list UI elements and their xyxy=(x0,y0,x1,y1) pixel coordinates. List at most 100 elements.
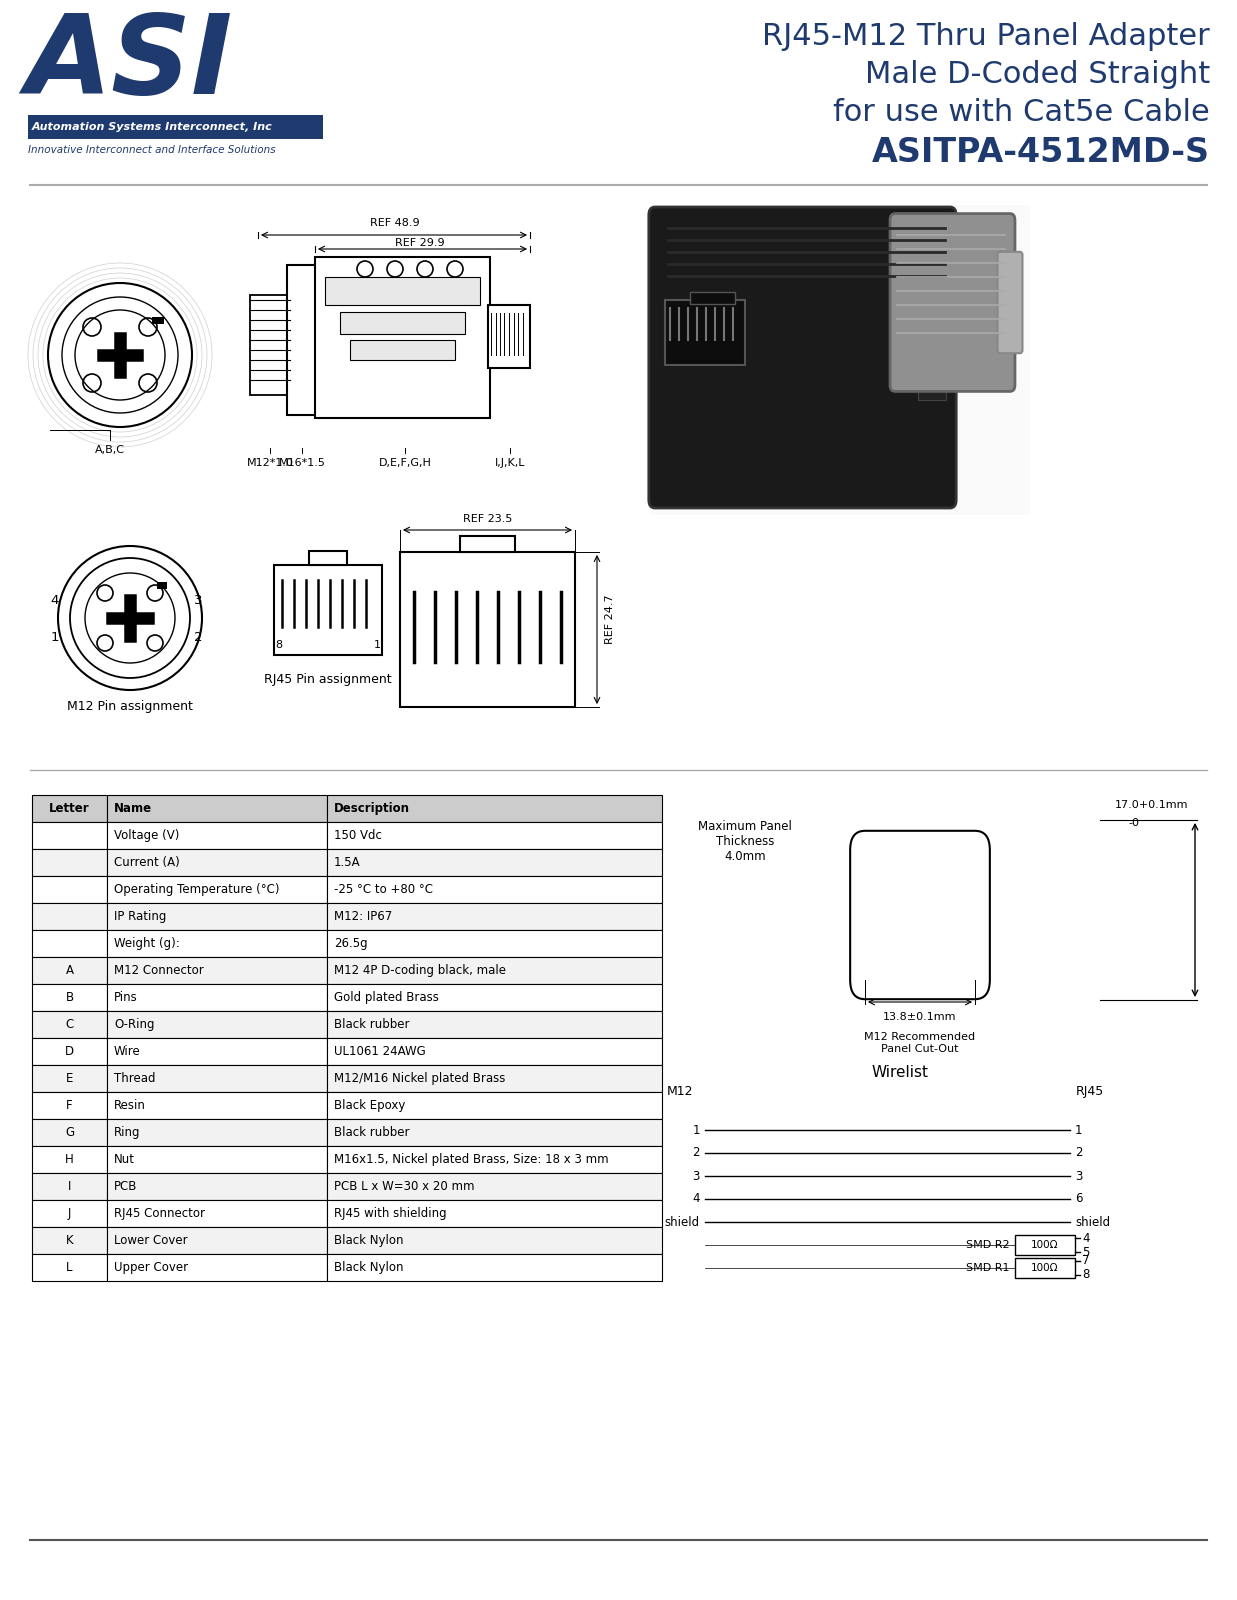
Bar xyxy=(250,294,289,395)
Bar xyxy=(327,1173,662,1200)
Text: Innovative Interconnect and Interface Solutions: Innovative Interconnect and Interface So… xyxy=(28,146,276,155)
Bar xyxy=(32,1146,106,1173)
Bar xyxy=(106,1200,327,1227)
Text: M12: M12 xyxy=(667,1085,693,1098)
Bar xyxy=(918,374,946,400)
Bar xyxy=(32,1066,106,1091)
Bar xyxy=(106,875,327,902)
Text: Black rubber: Black rubber xyxy=(334,1126,409,1139)
Text: REF 23.5: REF 23.5 xyxy=(463,514,512,525)
Text: I: I xyxy=(68,1181,72,1194)
Text: Letter: Letter xyxy=(49,802,90,814)
Text: IP Rating: IP Rating xyxy=(114,910,166,923)
Bar xyxy=(32,957,106,984)
Text: Ring: Ring xyxy=(114,1126,141,1139)
Bar xyxy=(106,1254,327,1282)
Text: 4: 4 xyxy=(51,594,59,606)
Text: Current (A): Current (A) xyxy=(114,856,179,869)
Text: PCB: PCB xyxy=(114,1181,137,1194)
Text: A: A xyxy=(66,963,73,978)
Text: M12 Recommended
Panel Cut-Out: M12 Recommended Panel Cut-Out xyxy=(865,1032,976,1054)
Text: 26.5g: 26.5g xyxy=(334,938,367,950)
Text: L: L xyxy=(67,1261,73,1274)
Text: 5: 5 xyxy=(1082,1245,1090,1259)
Text: RJ45-M12 Thru Panel Adapter: RJ45-M12 Thru Panel Adapter xyxy=(762,22,1210,51)
Text: M12 4P D-coding black, male: M12 4P D-coding black, male xyxy=(334,963,506,978)
Text: for use with Cat5e Cable: for use with Cat5e Cable xyxy=(834,98,1210,126)
Bar xyxy=(275,565,382,654)
Text: Name: Name xyxy=(114,802,152,814)
Bar xyxy=(315,258,490,418)
Bar xyxy=(32,1091,106,1118)
Text: F: F xyxy=(67,1099,73,1112)
Bar xyxy=(32,1173,106,1200)
Bar xyxy=(106,1066,327,1091)
Bar xyxy=(340,312,465,334)
Text: A,B,C: A,B,C xyxy=(95,445,125,454)
Bar xyxy=(32,1038,106,1066)
Bar xyxy=(327,822,662,850)
Text: shield: shield xyxy=(664,1216,700,1229)
Text: UL1061 24AWG: UL1061 24AWG xyxy=(334,1045,426,1058)
Bar xyxy=(400,552,575,707)
Bar xyxy=(489,306,529,368)
Text: Maximum Panel
Thickness
4.0mm: Maximum Panel Thickness 4.0mm xyxy=(698,819,792,862)
Text: B: B xyxy=(66,990,73,1005)
Text: O-Ring: O-Ring xyxy=(114,1018,155,1030)
Bar xyxy=(287,266,318,414)
Text: Black rubber: Black rubber xyxy=(334,1018,409,1030)
Bar xyxy=(327,1146,662,1173)
Bar xyxy=(327,984,662,1011)
Bar xyxy=(32,984,106,1011)
Bar xyxy=(32,795,106,822)
Bar xyxy=(327,1254,662,1282)
Text: 100Ω: 100Ω xyxy=(1032,1240,1059,1250)
Bar xyxy=(32,902,106,930)
Text: M12 Connector: M12 Connector xyxy=(114,963,204,978)
Bar xyxy=(918,334,946,365)
Text: -0: -0 xyxy=(1128,818,1139,829)
Text: C: C xyxy=(66,1018,74,1030)
Text: 2: 2 xyxy=(693,1147,700,1160)
Text: Voltage (V): Voltage (V) xyxy=(114,829,179,842)
Text: 6: 6 xyxy=(1075,1192,1082,1205)
Bar xyxy=(106,1011,327,1038)
Text: 100Ω: 100Ω xyxy=(1032,1262,1059,1274)
Bar xyxy=(327,1200,662,1227)
Text: M12: IP67: M12: IP67 xyxy=(334,910,392,923)
Text: -25 °C to +80 °C: -25 °C to +80 °C xyxy=(334,883,433,896)
Text: J: J xyxy=(68,1206,72,1219)
Bar xyxy=(32,930,106,957)
Bar xyxy=(106,1118,327,1146)
Text: Operating Temperature (°C): Operating Temperature (°C) xyxy=(114,883,280,896)
Text: Resin: Resin xyxy=(114,1099,146,1112)
Bar xyxy=(32,875,106,902)
Text: 1: 1 xyxy=(374,640,381,650)
Bar xyxy=(32,1254,106,1282)
Bar xyxy=(152,317,165,323)
Bar xyxy=(649,205,1030,515)
Bar xyxy=(32,1011,106,1038)
Text: REF 48.9: REF 48.9 xyxy=(370,218,419,227)
Text: H: H xyxy=(66,1154,74,1166)
Bar xyxy=(106,1091,327,1118)
Bar xyxy=(1016,1258,1075,1278)
Text: Gold plated Brass: Gold plated Brass xyxy=(334,990,439,1005)
Text: Male D-Coded Straight: Male D-Coded Straight xyxy=(865,59,1210,90)
Text: Description: Description xyxy=(334,802,409,814)
Bar xyxy=(918,294,946,320)
Bar xyxy=(157,582,167,589)
Bar xyxy=(327,1011,662,1038)
Text: 4: 4 xyxy=(693,1192,700,1205)
Bar xyxy=(106,930,327,957)
Text: D: D xyxy=(64,1045,74,1058)
Bar xyxy=(106,822,327,850)
Bar xyxy=(106,1038,327,1066)
Text: REF 29.9: REF 29.9 xyxy=(395,238,445,248)
FancyBboxPatch shape xyxy=(649,206,956,509)
Bar xyxy=(106,957,327,984)
Text: E: E xyxy=(66,1072,73,1085)
Text: M12 Pin assignment: M12 Pin assignment xyxy=(67,701,193,714)
Text: 3: 3 xyxy=(194,594,203,606)
Bar xyxy=(350,341,455,360)
